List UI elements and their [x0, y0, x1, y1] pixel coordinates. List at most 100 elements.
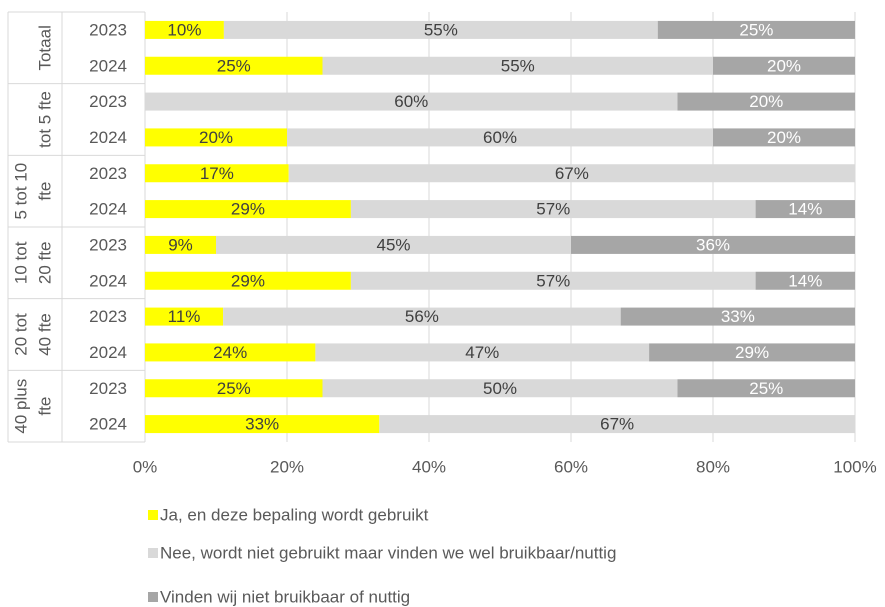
data-label: 47%: [465, 343, 499, 362]
data-label: 20%: [767, 56, 801, 75]
bar-segment: [145, 92, 678, 111]
x-tick-label: 80%: [696, 458, 730, 477]
bar-segment: [145, 200, 351, 219]
bar-segment: [657, 20, 855, 39]
data-label: 57%: [536, 200, 570, 219]
bar-segment: [145, 307, 224, 326]
group-label: fte: [36, 182, 55, 201]
data-label: 45%: [376, 235, 410, 254]
bar-segment: [755, 271, 855, 290]
bar-segment: [145, 20, 224, 39]
x-tick-label: 20%: [270, 458, 304, 477]
y-tick-label: 2024: [89, 200, 127, 219]
bar-segment: [379, 415, 855, 434]
data-label: 57%: [536, 271, 570, 290]
legend-swatch: [148, 510, 158, 520]
x-tick-label: 100%: [833, 458, 876, 477]
y-tick-label: 2023: [89, 235, 127, 254]
x-tick-label: 60%: [554, 458, 588, 477]
bar-segment: [145, 379, 323, 398]
data-label: 60%: [394, 92, 428, 111]
group-label: 40 plus: [12, 379, 31, 434]
y-tick-label: 2023: [89, 379, 127, 398]
bar-segment: [223, 20, 658, 39]
group-label: 10 tot: [12, 241, 31, 284]
data-label: 17%: [200, 164, 234, 183]
data-label: 29%: [231, 271, 265, 290]
data-label: 9%: [168, 235, 193, 254]
y-tick-label: 2023: [89, 164, 127, 183]
bar-segment: [145, 415, 380, 434]
bar-segment: [713, 128, 855, 147]
group-label: 20 fte: [36, 242, 55, 285]
data-label: 33%: [721, 307, 755, 326]
y-tick-label: 2024: [89, 343, 127, 362]
y-tick-label: 2023: [89, 92, 127, 111]
bar-segment: [677, 379, 855, 398]
data-label: 14%: [788, 271, 822, 290]
bar-segment: [322, 56, 713, 75]
group-label: 40 fte: [36, 313, 55, 356]
bar-segment: [287, 128, 713, 147]
x-tick-label: 0%: [133, 458, 158, 477]
bar-segment: [145, 343, 316, 362]
bar-segment: [713, 56, 855, 75]
bar-segment: [145, 56, 323, 75]
data-label: 11%: [168, 307, 201, 326]
y-tick-label: 2023: [89, 20, 127, 39]
data-label: 29%: [735, 343, 769, 362]
data-label: 36%: [696, 235, 730, 254]
data-label: 67%: [600, 415, 634, 434]
data-label: 56%: [405, 307, 439, 326]
y-tick-label: 2024: [89, 56, 127, 75]
data-label: 55%: [424, 20, 458, 39]
data-label: 29%: [231, 200, 265, 219]
data-label: 25%: [217, 56, 251, 75]
data-label: 10%: [167, 20, 201, 39]
bar-segment: [322, 379, 678, 398]
data-label: 20%: [767, 128, 801, 147]
group-label: tot 5 fte: [36, 91, 55, 148]
data-label: 20%: [199, 128, 233, 147]
bar-segment: [145, 235, 216, 254]
data-label: 24%: [213, 343, 247, 362]
data-label: 25%: [749, 379, 783, 398]
legend-swatch: [148, 548, 158, 558]
data-label: 25%: [217, 379, 251, 398]
legend-label: Ja, en deze bepaling wordt gebruikt: [160, 506, 429, 525]
data-label: 33%: [245, 415, 279, 434]
y-tick-label: 2023: [89, 307, 127, 326]
bar-segment: [350, 271, 756, 290]
group-label: fte: [36, 397, 55, 416]
bar-segment: [145, 271, 351, 290]
data-label: 50%: [483, 379, 517, 398]
bar-segment: [288, 164, 855, 183]
bar-segment: [315, 343, 650, 362]
data-label: 25%: [739, 20, 773, 39]
data-label: 67%: [555, 164, 589, 183]
data-label: 20%: [749, 92, 783, 111]
data-label: 60%: [483, 128, 517, 147]
legend-swatch: [148, 592, 158, 602]
bar-segment: [677, 92, 855, 111]
legend-label: Nee, wordt niet gebruikt maar vinden we …: [160, 544, 616, 563]
bar-segment: [755, 200, 855, 219]
bar-segment: [571, 235, 855, 254]
legend-label: Vinden wij niet bruikbaar of nuttig: [160, 588, 410, 607]
x-tick-label: 40%: [412, 458, 446, 477]
bar-segment: [216, 235, 571, 254]
bar-segment: [145, 128, 287, 147]
bar-segment: [350, 200, 756, 219]
group-label: 5 tot 10: [12, 163, 31, 220]
y-tick-label: 2024: [89, 415, 127, 434]
group-label: Totaal: [36, 25, 55, 70]
data-label: 14%: [788, 200, 822, 219]
y-tick-label: 2024: [89, 128, 127, 147]
bar-segment: [145, 164, 289, 183]
bar-segment: [649, 343, 855, 362]
group-label: 20 tot: [12, 313, 31, 356]
bar-segment: [620, 307, 855, 326]
y-tick-label: 2024: [89, 271, 127, 290]
data-label: 55%: [501, 56, 535, 75]
